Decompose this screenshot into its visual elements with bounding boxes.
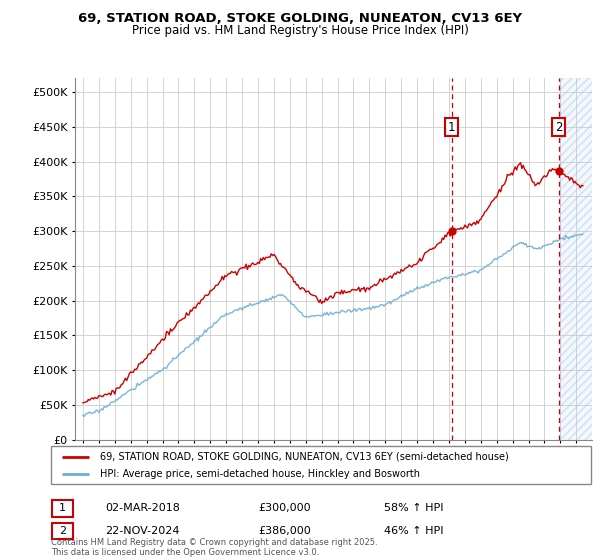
- Text: 02-MAR-2018: 02-MAR-2018: [105, 503, 180, 514]
- Text: 1: 1: [448, 120, 455, 133]
- Text: 58% ↑ HPI: 58% ↑ HPI: [384, 503, 443, 514]
- Text: Contains HM Land Registry data © Crown copyright and database right 2025.
This d: Contains HM Land Registry data © Crown c…: [51, 538, 377, 557]
- Text: HPI: Average price, semi-detached house, Hinckley and Bosworth: HPI: Average price, semi-detached house,…: [100, 469, 419, 479]
- Text: 1: 1: [59, 503, 66, 514]
- Text: 46% ↑ HPI: 46% ↑ HPI: [384, 526, 443, 536]
- Bar: [560, 78, 592, 440]
- Bar: [560, 78, 592, 440]
- Text: 69, STATION ROAD, STOKE GOLDING, NUNEATON, CV13 6EY (semi-detached house): 69, STATION ROAD, STOKE GOLDING, NUNEATO…: [100, 451, 508, 461]
- Text: £386,000: £386,000: [258, 526, 311, 536]
- Text: 2: 2: [59, 526, 66, 536]
- Text: 22-NOV-2024: 22-NOV-2024: [105, 526, 179, 536]
- Text: 69, STATION ROAD, STOKE GOLDING, NUNEATON, CV13 6EY: 69, STATION ROAD, STOKE GOLDING, NUNEATO…: [78, 12, 522, 25]
- Text: Price paid vs. HM Land Registry's House Price Index (HPI): Price paid vs. HM Land Registry's House …: [131, 24, 469, 36]
- Text: 2: 2: [555, 120, 563, 133]
- Text: £300,000: £300,000: [258, 503, 311, 514]
